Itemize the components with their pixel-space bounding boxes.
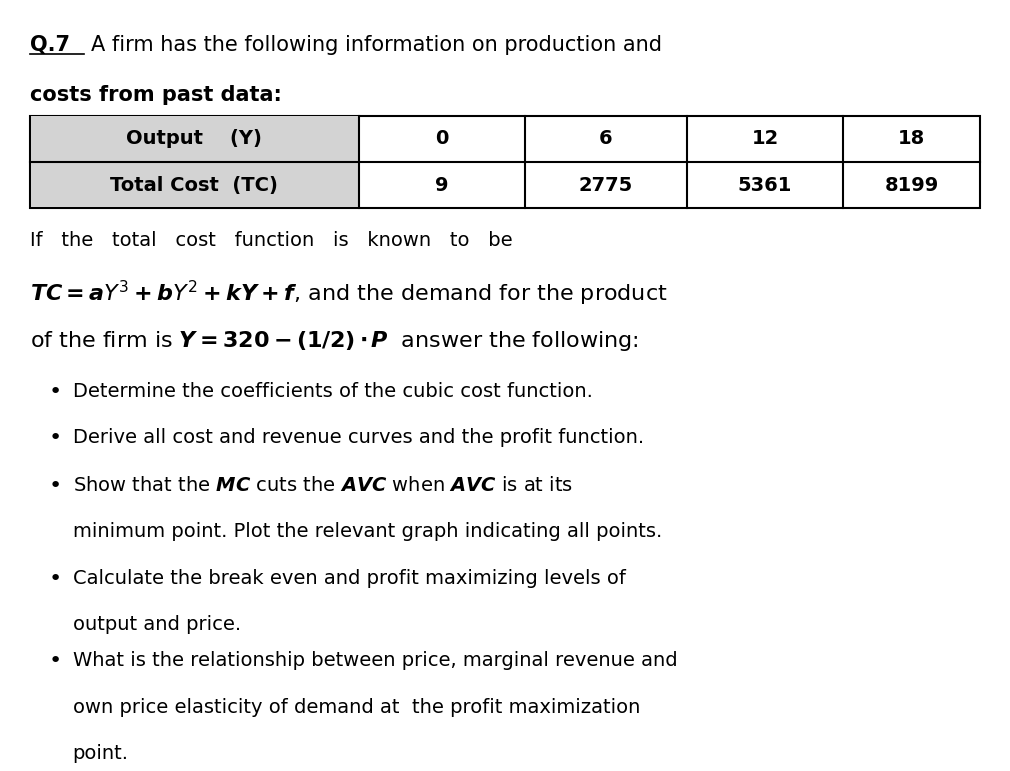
Text: What is the relationship between price, marginal revenue and: What is the relationship between price, … [73, 651, 678, 671]
Text: of the firm is $\boldsymbol{Y = 320-(1/2) \cdot P}$  answer the following:: of the firm is $\boldsymbol{Y = 320-(1/2… [30, 329, 639, 353]
Text: Q.7: Q.7 [30, 35, 71, 55]
Text: •: • [48, 651, 62, 672]
FancyBboxPatch shape [30, 116, 980, 208]
Text: 6: 6 [599, 130, 613, 148]
Text: own price elasticity of demand at  the profit maximization: own price elasticity of demand at the pr… [73, 698, 640, 717]
Text: •: • [48, 476, 62, 496]
Text: A firm has the following information on production and: A firm has the following information on … [91, 35, 662, 55]
Text: If   the   total   cost   function   is   known   to   be: If the total cost function is known to b… [30, 231, 513, 251]
Text: costs from past data:: costs from past data: [30, 85, 282, 105]
Text: Output    (Y): Output (Y) [126, 130, 263, 148]
Text: 12: 12 [751, 130, 779, 148]
Text: 0: 0 [435, 130, 448, 148]
Text: minimum point. Plot the relevant graph indicating all points.: minimum point. Plot the relevant graph i… [73, 522, 662, 541]
Text: Determine the coefficients of the cubic cost function.: Determine the coefficients of the cubic … [73, 382, 593, 401]
Text: output and price.: output and price. [73, 615, 240, 635]
Text: 2775: 2775 [579, 176, 633, 194]
Text: Calculate the break even and profit maximizing levels of: Calculate the break even and profit maxi… [73, 569, 625, 588]
FancyBboxPatch shape [31, 163, 358, 207]
Text: Derive all cost and revenue curves and the profit function.: Derive all cost and revenue curves and t… [73, 428, 643, 447]
Text: $\boldsymbol{TC = aY^3 + bY^2 + kY + f}$, and the demand for the product: $\boldsymbol{TC = aY^3 + bY^2 + kY + f}$… [30, 279, 668, 308]
Text: Total Cost  (TC): Total Cost (TC) [110, 176, 279, 194]
Text: 8199: 8199 [885, 176, 938, 194]
FancyBboxPatch shape [31, 116, 358, 161]
Text: •: • [48, 382, 62, 402]
Text: 5361: 5361 [738, 176, 792, 194]
Text: Show that the $\boldsymbol{MC}$ cuts the $\boldsymbol{AVC}$ when $\boldsymbol{AV: Show that the $\boldsymbol{MC}$ cuts the… [73, 476, 573, 495]
Text: •: • [48, 569, 62, 589]
Text: point.: point. [73, 744, 128, 763]
Text: 9: 9 [435, 176, 448, 194]
Text: •: • [48, 428, 62, 448]
Text: 18: 18 [898, 130, 925, 148]
